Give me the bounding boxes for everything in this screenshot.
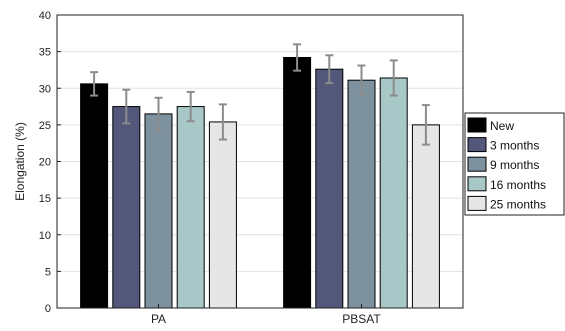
x-category-label: PA	[151, 312, 166, 326]
error-bars-group	[90, 43, 430, 146]
y-tick-label: 0	[45, 303, 51, 315]
y-tick-label: 15	[39, 193, 51, 205]
legend-label: 3 months	[490, 139, 539, 153]
x-category-label: PBSAT	[342, 312, 381, 326]
y-axis-ticks: 0 5 10 15 20 25 30 35 40	[39, 10, 61, 315]
legend-swatch	[467, 195, 487, 211]
legend-swatch	[467, 156, 487, 172]
bar-pa-series-1	[112, 106, 141, 309]
bar-pbsat-series-0	[283, 56, 312, 309]
bar-pa-series-2	[144, 113, 173, 309]
bar-pa-series-0	[80, 83, 109, 309]
bar-pbsat-series-1	[315, 68, 344, 309]
y-axis-title: Elongation (%)	[13, 122, 27, 201]
legend-label: 25 months	[490, 197, 546, 211]
legend-label: New	[490, 119, 514, 133]
y-tick-label: 30	[39, 83, 51, 95]
bar-pbsat-series-4	[411, 124, 440, 309]
legend-label: 9 months	[490, 158, 539, 172]
y-tick-label: 20	[39, 157, 51, 169]
legend-swatch	[467, 117, 487, 133]
bar-pbsat-series-2	[347, 79, 376, 309]
y-tick-label: 25	[39, 120, 51, 132]
legend-label: 16 months	[490, 178, 546, 192]
y-tick-label: 5	[45, 266, 51, 278]
y-tick-label: 40	[39, 10, 51, 22]
y-tick-label: 10	[39, 230, 51, 242]
bar-pa-series-3	[176, 106, 205, 309]
bar-pbsat-series-3	[379, 77, 408, 309]
legend-swatch	[467, 137, 487, 153]
bar-pa-series-4	[208, 121, 237, 309]
x-axis-categories: PA PBSAT	[151, 304, 381, 326]
y-tick-label: 35	[39, 47, 51, 59]
legend-swatch	[467, 176, 487, 192]
legend: New 3 months 9 months 16 months 25 months	[464, 112, 565, 216]
